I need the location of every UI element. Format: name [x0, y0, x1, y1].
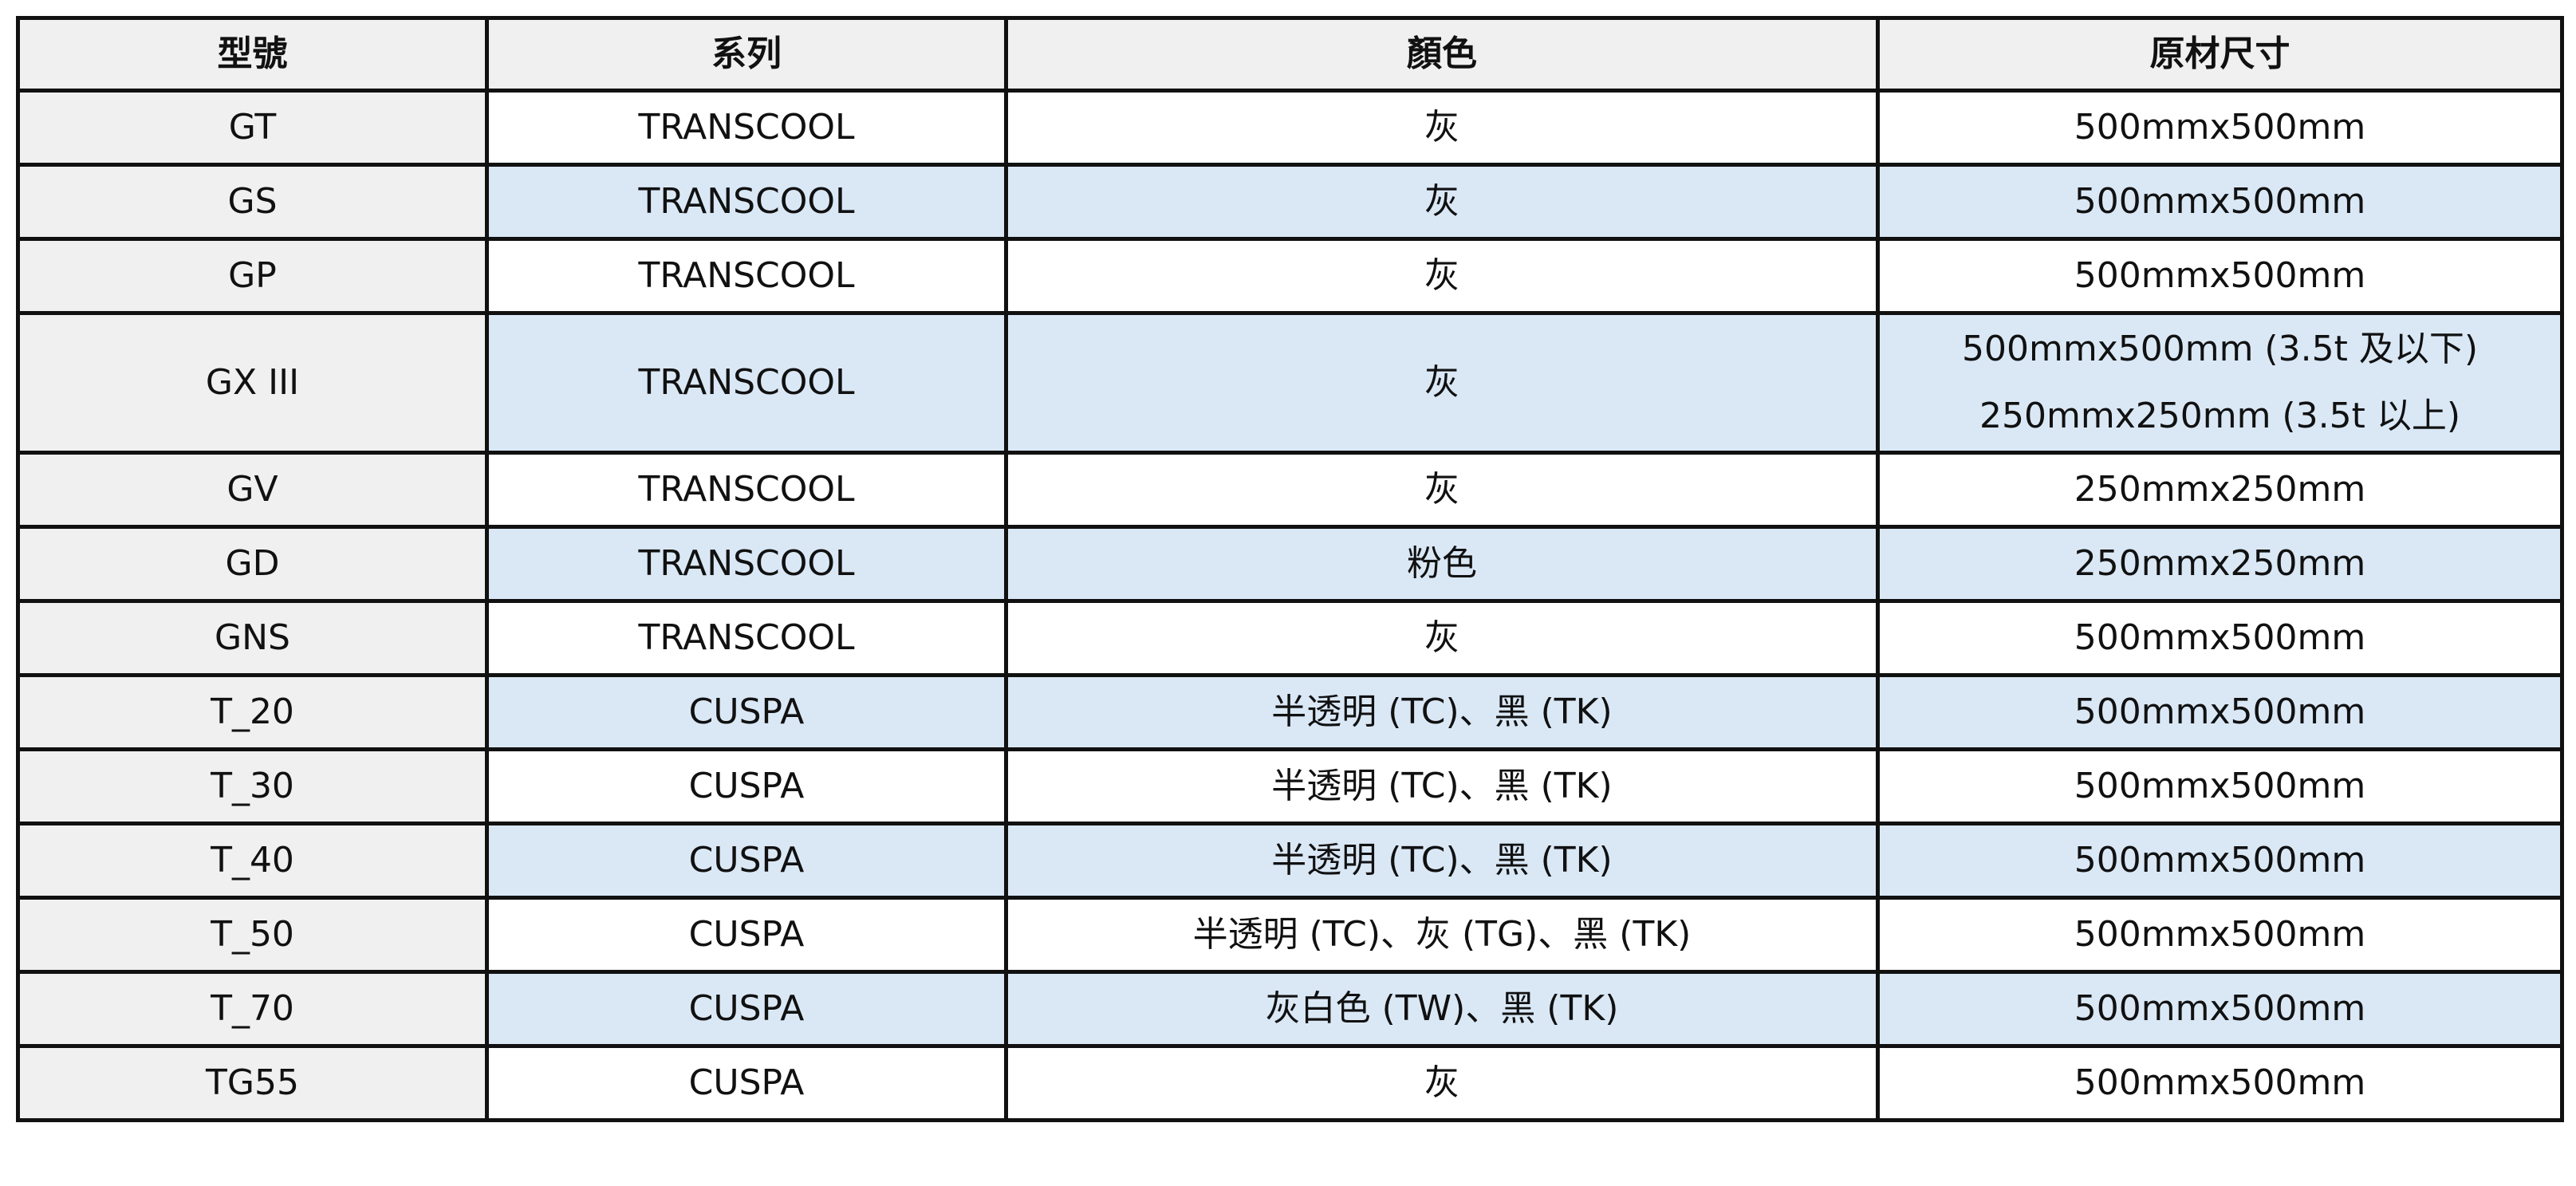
cell-size: 500mmx500mm	[1876, 970, 2564, 1048]
table-row: GT TRANSCOOL 灰 500mmx500mm	[16, 89, 2564, 167]
cell-model: GNS	[16, 599, 489, 677]
cell-model: GV	[16, 451, 489, 529]
cell-series: TRANSCOOL	[485, 163, 1008, 241]
cell-series: CUSPA	[485, 822, 1008, 900]
size-line: 500mmx500mm (3.5t 及以下)	[1962, 329, 2478, 369]
cell-model: GX III	[16, 311, 489, 455]
cell-size: 500mmx500mm	[1876, 822, 2564, 900]
cell-model: GD	[16, 525, 489, 603]
size-line: 500mmx500mm	[2074, 181, 2366, 222]
product-spec-table: 型號 系列 顏色 原材尺寸 GT TRANSCOOL 灰 500mmx500mm GS T…	[16, 16, 2564, 1122]
cell-size: 500mmx500mm	[1876, 896, 2564, 974]
cell-size: 500mmx500mm	[1876, 163, 2564, 241]
cell-model: GP	[16, 237, 489, 315]
cell-color: 半透明 (TC)、灰 (TG)、黑 (TK)	[1004, 896, 1880, 974]
cell-series: CUSPA	[485, 970, 1008, 1048]
size-line: 500mmx500mm	[2074, 766, 2366, 806]
cell-series: TRANSCOOL	[485, 525, 1008, 603]
cell-color: 灰	[1004, 89, 1880, 167]
size-line: 250mmx250mm (3.5t 以上)	[1979, 396, 2460, 436]
cell-color: 半透明 (TC)、黑 (TK)	[1004, 747, 1880, 825]
cell-model: TG55	[16, 1044, 489, 1122]
table-row: T_50 CUSPA 半透明 (TC)、灰 (TG)、黑 (TK) 500mmx500…	[16, 896, 2564, 974]
cell-series: TRANSCOOL	[485, 599, 1008, 677]
header-color: 顏色	[1004, 16, 1880, 93]
table-row: GS TRANSCOOL 灰 500mmx500mm	[16, 163, 2564, 241]
cell-color: 粉色	[1004, 525, 1880, 603]
cell-color: 灰	[1004, 237, 1880, 315]
cell-model: GS	[16, 163, 489, 241]
cell-series: CUSPA	[485, 747, 1008, 825]
cell-series: TRANSCOOL	[485, 237, 1008, 315]
size-line: 250mmx250mm	[2074, 543, 2366, 584]
table-row: TG55 CUSPA 灰 500mmx500mm	[16, 1044, 2564, 1122]
size-line: 500mmx500mm	[2074, 914, 2366, 955]
table-row: GX III TRANSCOOL 灰 500mmx500mm (3.5t 及以下) 25…	[16, 311, 2564, 455]
cell-color: 灰	[1004, 599, 1880, 677]
cell-model: GT	[16, 89, 489, 167]
size-line: 500mmx500mm	[2074, 255, 2366, 296]
size-line: 500mmx500mm	[2074, 840, 2366, 881]
cell-size: 500mmx500mm (3.5t 及以下) 250mmx250mm (3.5t …	[1876, 311, 2564, 455]
cell-color: 灰	[1004, 163, 1880, 241]
header-row: 型號 系列 顏色 原材尺寸	[16, 16, 2564, 93]
table-row: GNS TRANSCOOL 灰 500mmx500mm	[16, 599, 2564, 677]
cell-size: 500mmx500mm	[1876, 89, 2564, 167]
cell-series: TRANSCOOL	[485, 451, 1008, 529]
header-size: 原材尺寸	[1876, 16, 2564, 93]
table-row: T_70 CUSPA 灰白色 (TW)、黑 (TK) 500mmx500mm	[16, 970, 2564, 1048]
table-row: T_40 CUSPA 半透明 (TC)、黑 (TK) 500mmx500mm	[16, 822, 2564, 900]
table-row: GV TRANSCOOL 灰 250mmx250mm	[16, 451, 2564, 529]
cell-series: TRANSCOOL	[485, 311, 1008, 455]
cell-color: 半透明 (TC)、黑 (TK)	[1004, 673, 1880, 751]
cell-size: 500mmx500mm	[1876, 1044, 2564, 1122]
cell-size: 500mmx500mm	[1876, 673, 2564, 751]
size-line: 500mmx500mm	[2074, 107, 2366, 148]
cell-model: T_40	[16, 822, 489, 900]
cell-color: 灰	[1004, 1044, 1880, 1122]
cell-series: TRANSCOOL	[485, 89, 1008, 167]
table-row: T_30 CUSPA 半透明 (TC)、黑 (TK) 500mmx500mm	[16, 747, 2564, 825]
header-model: 型號	[16, 16, 489, 93]
size-line: 500mmx500mm	[2074, 1062, 2366, 1103]
cell-series: CUSPA	[485, 673, 1008, 751]
size-line: 500mmx500mm	[2074, 692, 2366, 732]
cell-size: 250mmx250mm	[1876, 451, 2564, 529]
cell-size: 250mmx250mm	[1876, 525, 2564, 603]
size-line: 250mmx250mm	[2074, 469, 2366, 510]
cell-color: 灰白色 (TW)、黑 (TK)	[1004, 970, 1880, 1048]
cell-color: 灰	[1004, 451, 1880, 529]
cell-series: CUSPA	[485, 1044, 1008, 1122]
header-series: 系列	[485, 16, 1008, 93]
table-row: GP TRANSCOOL 灰 500mmx500mm	[16, 237, 2564, 315]
size-line: 500mmx500mm	[2074, 988, 2366, 1029]
cell-model: T_20	[16, 673, 489, 751]
cell-size: 500mmx500mm	[1876, 237, 2564, 315]
table-row: GD TRANSCOOL 粉色 250mmx250mm	[16, 525, 2564, 603]
cell-size: 500mmx500mm	[1876, 599, 2564, 677]
cell-size: 500mmx500mm	[1876, 747, 2564, 825]
size-line: 500mmx500mm	[2074, 617, 2366, 658]
table-row: T_20 CUSPA 半透明 (TC)、黑 (TK) 500mmx500mm	[16, 673, 2564, 751]
cell-model: T_70	[16, 970, 489, 1048]
cell-model: T_30	[16, 747, 489, 825]
cell-model: T_50	[16, 896, 489, 974]
cell-color: 灰	[1004, 311, 1880, 455]
cell-series: CUSPA	[485, 896, 1008, 974]
cell-color: 半透明 (TC)、黑 (TK)	[1004, 822, 1880, 900]
